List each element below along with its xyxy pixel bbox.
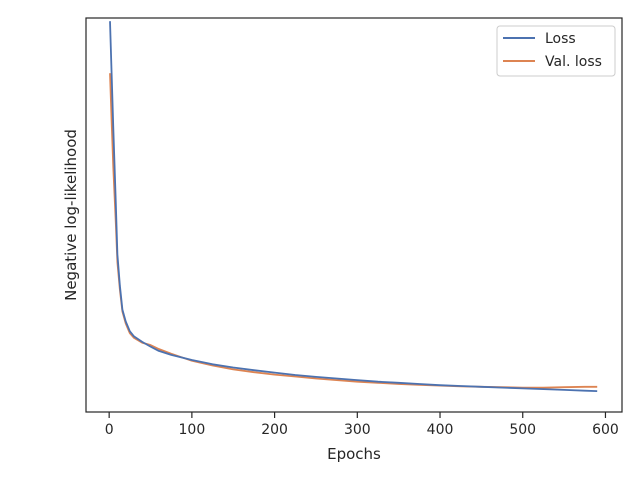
- x-tick-label: 0: [105, 422, 114, 438]
- legend-label-loss: Loss: [545, 31, 576, 47]
- legend: Loss Val. loss: [496, 25, 616, 77]
- x-tick-label: 200: [261, 422, 288, 438]
- x-axis-label: Epochs: [327, 445, 381, 463]
- x-tick-label: 300: [344, 422, 371, 438]
- plot-frame: [85, 17, 623, 413]
- x-tick-label: 500: [509, 422, 536, 438]
- legend-label-val-loss: Val. loss: [545, 54, 602, 70]
- series-line-loss: [109, 21, 598, 392]
- x-axis: 0 100 200 300 400 500 600: [105, 412, 619, 438]
- x-tick-label: 600: [592, 422, 619, 438]
- x-tick-label: 400: [427, 422, 454, 438]
- x-tick-label: 100: [179, 422, 206, 438]
- y-axis-label: Negative log-likelihood: [62, 129, 80, 301]
- series-layer: [109, 21, 598, 392]
- plot-background: [86, 18, 622, 412]
